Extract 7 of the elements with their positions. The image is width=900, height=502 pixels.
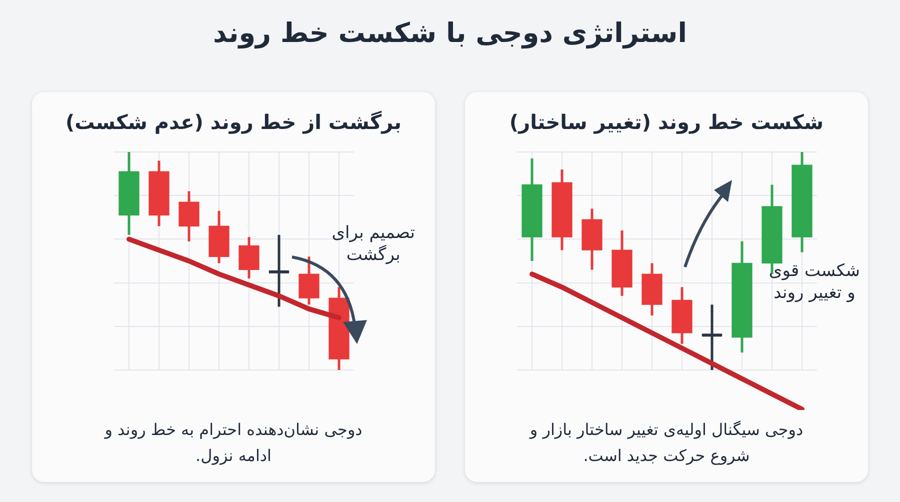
chart-title: استراتژی دوجی با شکست خط روند	[212, 18, 688, 49]
chart-subtitle: برگشت از خط روند (عدم شکست)	[64, 110, 403, 134]
annotation: شکست قوی و تغییر روند	[768, 260, 860, 304]
text: دوجی نشان‌دهنده احترام به خط روند و ادامه نزول.	[103, 419, 364, 467]
text: دوجی سیگنال اولیه‌ی تغییر ساختار بازار و شروع حرکت جدید است.	[528, 419, 804, 467]
chart-subtitle: شکست خط روند (تغییر ساختار)	[508, 110, 825, 134]
annotation: تصمیم برای برگشت	[332, 222, 415, 266]
